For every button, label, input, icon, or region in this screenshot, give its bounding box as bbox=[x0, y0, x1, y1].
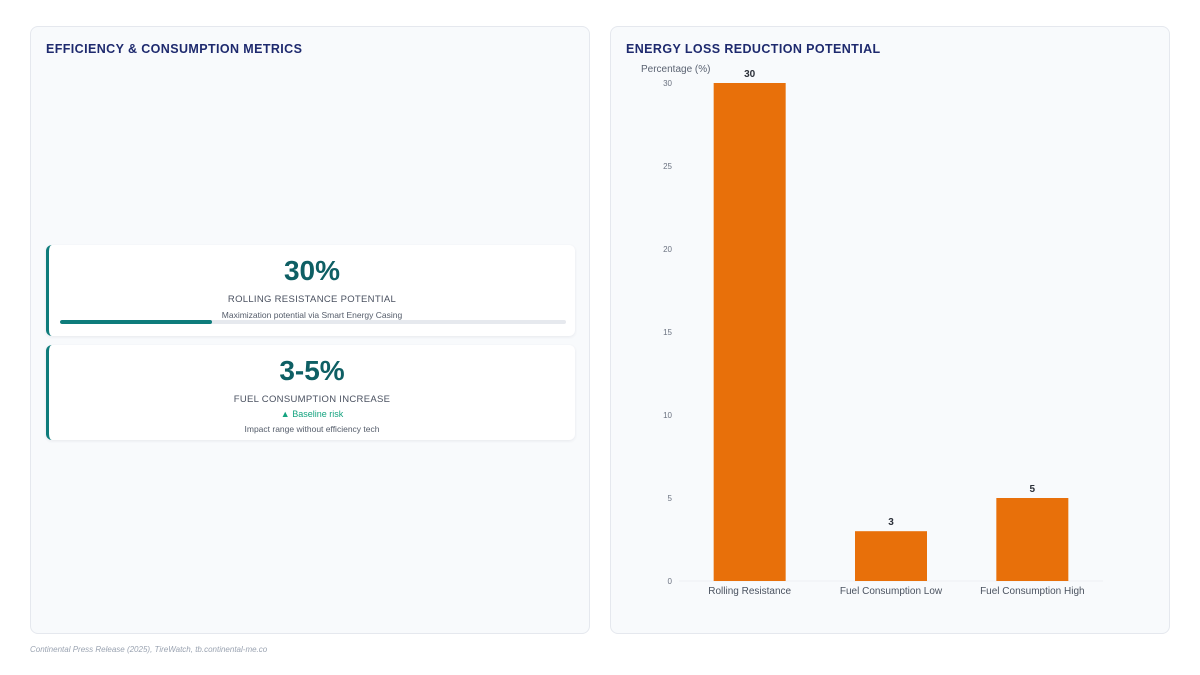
risk-indicator: ▲ Baseline risk bbox=[280, 409, 344, 419]
progress-bar bbox=[60, 320, 566, 324]
bar bbox=[996, 498, 1069, 581]
metric-description: Impact range without efficiency tech bbox=[244, 424, 380, 434]
y-tick-label: 25 bbox=[663, 162, 672, 171]
bar-data-label: 5 bbox=[1030, 484, 1036, 495]
y-tick-label: 5 bbox=[668, 494, 673, 503]
chart-panel: ENERGY LOSS REDUCTION POTENTIAL Percenta… bbox=[610, 26, 1170, 634]
bar bbox=[713, 83, 786, 581]
y-axis-title: Percentage (%) bbox=[641, 64, 710, 75]
metric-label: FUEL CONSUMPTION INCREASE bbox=[233, 394, 391, 405]
bar-data-label: 3 bbox=[888, 517, 894, 528]
metrics-panel: EFFICIENCY & CONSUMPTION METRICS 30% ROL… bbox=[30, 26, 590, 634]
metric-value: 3-5% bbox=[279, 355, 345, 386]
y-tick-label: 0 bbox=[668, 577, 673, 586]
progress-bar-fill bbox=[60, 320, 212, 324]
x-tick-label: Fuel Consumption Low bbox=[840, 586, 943, 597]
metric-label: ROLLING RESISTANCE POTENTIAL bbox=[227, 294, 397, 305]
bar-chart: Percentage (%) 0 5 10 15 20 25 30 30 Rolling Resi… bbox=[641, 64, 1103, 597]
metric-card-fuel-consumption: 3-5% FUEL CONSUMPTION INCREASE ▲ Baselin… bbox=[46, 345, 575, 440]
y-tick-label: 20 bbox=[663, 245, 672, 254]
chart-panel-title: ENERGY LOSS REDUCTION POTENTIAL bbox=[626, 42, 881, 56]
x-tick-label: Rolling Resistance bbox=[708, 586, 791, 597]
y-tick-label: 10 bbox=[663, 411, 672, 420]
bar-data-label: 30 bbox=[744, 69, 756, 80]
x-tick-label: Fuel Consumption High bbox=[980, 586, 1084, 597]
metric-value: 30% bbox=[283, 255, 341, 286]
metric-card-rolling-resistance: 30% ROLLING RESISTANCE POTENTIAL Maximiz… bbox=[46, 245, 575, 336]
source-footnote: Continental Press Release (2025), TireWa… bbox=[30, 645, 268, 654]
metric-description: Maximization potential via Smart Energy … bbox=[221, 310, 403, 320]
metrics-panel-title: EFFICIENCY & CONSUMPTION METRICS bbox=[46, 42, 303, 56]
bar bbox=[855, 531, 927, 581]
y-tick-label: 15 bbox=[663, 328, 672, 337]
y-tick-label: 30 bbox=[663, 79, 672, 88]
